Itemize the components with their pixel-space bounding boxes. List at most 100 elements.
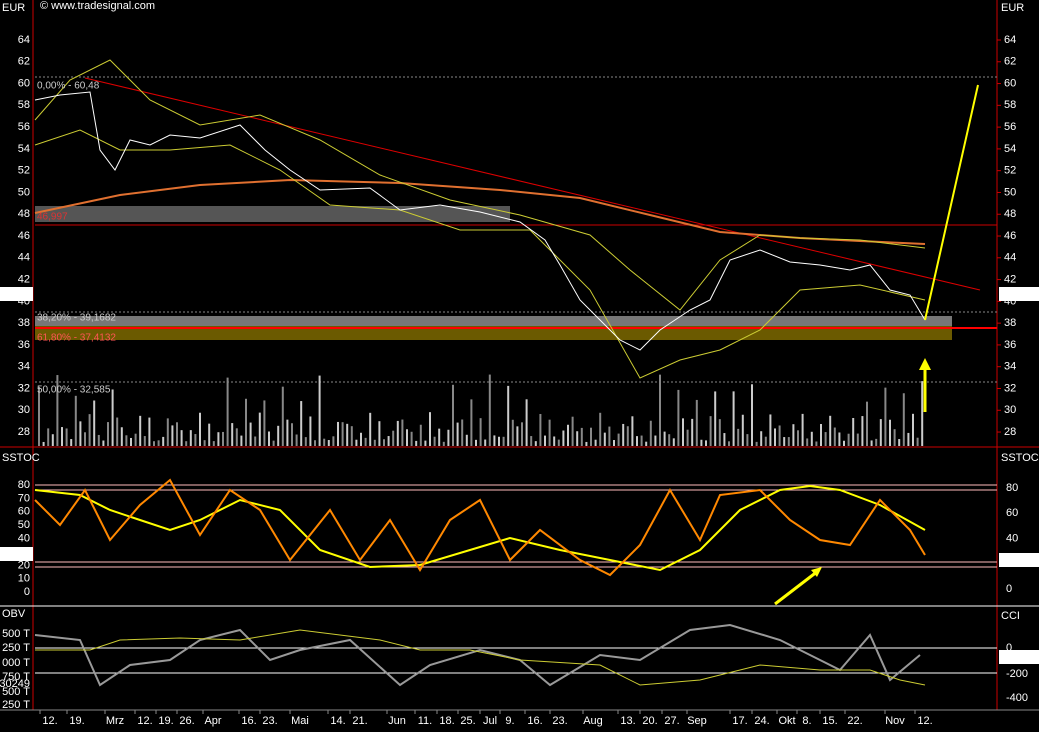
price-tick-label: 60 xyxy=(1004,77,1016,89)
volume-bar xyxy=(438,428,441,446)
price-tick-label: 32 xyxy=(1004,382,1016,394)
volume-bar xyxy=(709,416,712,446)
volume-bar xyxy=(212,441,215,446)
time-label: Aug xyxy=(583,715,603,727)
volume-bar xyxy=(401,419,404,446)
time-label: 18. xyxy=(439,715,454,727)
price-tick-label: 46 xyxy=(18,230,30,242)
volume-bar xyxy=(153,441,155,446)
volume-bar xyxy=(824,432,827,446)
volume-bar xyxy=(65,428,68,446)
volume-bar xyxy=(148,417,151,446)
volume-bar xyxy=(617,433,620,446)
volume-bar xyxy=(718,419,721,446)
volume-bar xyxy=(603,432,606,446)
time-label: 12. xyxy=(917,715,932,727)
panel-label: SSTOC xyxy=(1001,452,1039,464)
volume-bar xyxy=(415,440,418,446)
volume-bar xyxy=(51,434,54,446)
volume-bar xyxy=(852,417,855,446)
price-tick-label: 54 xyxy=(1004,143,1016,155)
last-price: 40,65 xyxy=(2,288,30,300)
volume-bar xyxy=(682,418,684,446)
time-label: Mrz xyxy=(106,715,124,727)
currency-label: EUR xyxy=(2,2,25,14)
volume-bar xyxy=(498,436,500,446)
volume-bar xyxy=(332,436,335,446)
volume-bar xyxy=(355,439,358,446)
fib-band xyxy=(35,326,952,340)
time-label: 20. xyxy=(642,715,657,727)
volume-bar xyxy=(56,375,59,446)
volume-bar xyxy=(613,440,615,446)
volume-bar xyxy=(511,419,514,446)
price-tick-label: 36 xyxy=(1004,339,1016,351)
copyright: © www.tradesignal.com xyxy=(40,0,155,12)
volume-bar xyxy=(516,426,519,446)
volume-bar xyxy=(442,441,445,446)
volume-bar xyxy=(668,434,671,446)
price-tick-label: 42 xyxy=(18,273,30,285)
volume-bar xyxy=(143,436,146,446)
volume-bar xyxy=(465,434,468,446)
time-label: Apr xyxy=(204,715,221,727)
arrow xyxy=(774,569,819,606)
volume-bar xyxy=(272,440,275,446)
volume-bar xyxy=(567,424,569,446)
volume-bar xyxy=(695,399,698,446)
volume-bar xyxy=(631,416,634,446)
volume-bar xyxy=(189,430,192,446)
volume-bar xyxy=(916,437,919,446)
volume-bar xyxy=(203,440,206,446)
volume-bar xyxy=(534,441,537,446)
volume-bar xyxy=(208,423,211,446)
volume-bar xyxy=(636,436,638,446)
volume-bar xyxy=(281,386,284,446)
volume-bar xyxy=(912,413,914,446)
time-label: Okt xyxy=(778,715,795,727)
volume-bar xyxy=(61,427,63,446)
price-tick-label: 56 xyxy=(1004,121,1016,133)
volume-bar xyxy=(797,430,799,446)
volume-bar xyxy=(654,435,657,446)
volume-bar xyxy=(102,440,105,446)
fib-band xyxy=(35,316,952,326)
volume-bar xyxy=(341,422,344,446)
volume-bar xyxy=(461,419,464,446)
volume-bar xyxy=(751,384,753,446)
volume-bar xyxy=(447,429,450,446)
volume-bar xyxy=(484,439,487,446)
volume-bar xyxy=(410,431,413,446)
volume-bar xyxy=(231,423,234,446)
volume-bar xyxy=(594,439,597,446)
volume-bar xyxy=(838,432,841,446)
time-label: 11. xyxy=(418,715,432,727)
time-label: 19. xyxy=(69,715,84,727)
time-label: 19. xyxy=(158,715,173,727)
volume-bar xyxy=(875,438,878,446)
volume-bar xyxy=(843,440,845,446)
sstoc-tick-label: 80 xyxy=(18,479,30,491)
sstoc-value: 25,119 xyxy=(1003,554,1036,566)
volume-bar xyxy=(866,401,868,446)
price-tick-label: 34 xyxy=(18,361,30,373)
volume-bar xyxy=(764,436,767,446)
volume-bar xyxy=(787,437,790,446)
price-tick-label: 50 xyxy=(1004,186,1016,198)
volume-bar xyxy=(249,422,252,446)
price-tick-label: 60 xyxy=(18,77,30,89)
volume-bar xyxy=(286,419,289,446)
sstoc-tick-label: 40 xyxy=(18,533,30,545)
volume-bar xyxy=(309,416,312,446)
volume-bar xyxy=(222,431,224,446)
volume-bar xyxy=(116,417,119,446)
volume-bar xyxy=(226,377,229,446)
time-label: 26. xyxy=(179,715,194,727)
price-tick-label: 34 xyxy=(1004,361,1016,373)
price-tick-label: 28 xyxy=(18,426,30,438)
volume-bar xyxy=(369,412,372,446)
volume-bar xyxy=(663,431,666,446)
time-label: 15. xyxy=(822,715,837,727)
volume-bar xyxy=(622,423,625,446)
volume-bar xyxy=(199,412,201,446)
